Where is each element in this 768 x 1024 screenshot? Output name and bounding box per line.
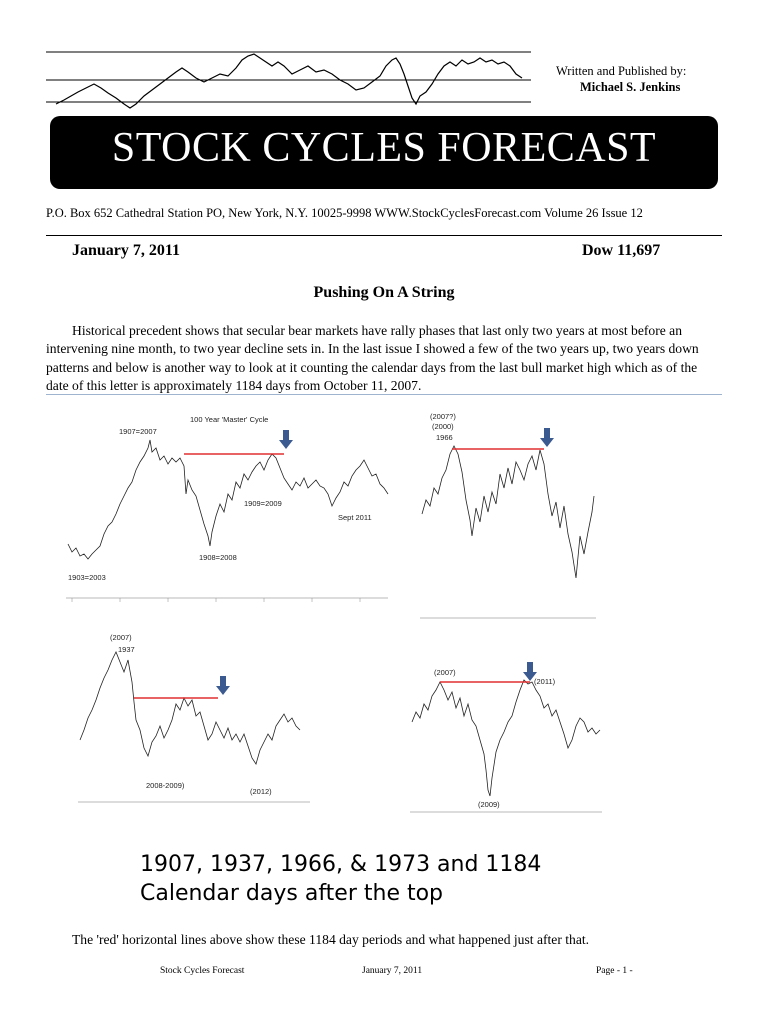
chart3-down-arrow-icon [216,676,230,695]
chart2-label-1966: 1966 [436,433,453,442]
caption-line-1: 1907, 1937, 1966, & 1973 and 1184 [140,852,542,877]
chart3-label-2008-2009: 2008-2009) [146,781,185,790]
header-divider [46,235,722,236]
chart1-label-1907: 1907=2007 [119,427,157,436]
chart3-label-2012: (2012) [250,787,272,796]
chart4-label-2009: (2009) [478,800,500,809]
chart2-label-2000: (2000) [432,422,454,431]
chart4-price-line [411,679,601,797]
article-title: Pushing On A String [313,284,455,301]
chart1-down-arrow-icon [279,430,293,449]
chart4-down-arrow-icon [523,662,537,681]
footnote: The 'red' horizontal lines above show th… [72,932,590,947]
footer-center: January 7, 2011 [362,966,423,976]
chart-1937: (2007) 1937 2008-2009) (2012) [78,633,310,803]
dow-value: Dow 11,697 [582,242,661,259]
chart1-label-sept-2011: Sept 2011 [338,513,372,522]
chart1-label-1909: 1909=2009 [244,499,282,508]
chart2-down-arrow-icon [540,428,554,447]
chart2-label-2007: (2007?) [430,412,456,421]
section-divider [46,394,722,395]
chart1-title: 100 Year 'Master' Cycle [190,415,268,424]
issue-date: January 7, 2011 [72,242,181,259]
chart3-price-line [79,651,301,765]
master-cycle-chart: 100 Year 'Master' Cycle 1907=2007 1903=2… [66,415,389,602]
article-intro-paragraph: Historical precedent shows that secular … [46,323,699,393]
footer-left: Stock Cycles Forecast [160,966,245,976]
published-by-label: Written and Published by: [556,64,687,78]
title-banner [50,116,718,189]
footer-page-number: Page - 1 - [596,966,633,976]
chart4-label-2011: (2011) [534,677,556,686]
newsletter-title: STOCK CYCLES FORECAST [111,125,657,171]
chart1-axis-ticks [71,598,361,602]
chart3-label-1937: 1937 [118,645,135,654]
chart1-label-1908: 1908=2008 [199,553,237,562]
chart-2007-2011: (2007) (2011) (2009) [410,662,602,813]
publisher-address: P.O. Box 652 Cathedral Station PO, New Y… [46,206,643,220]
chart-1966: (2007?) (2000) 1966 [420,412,596,619]
caption-line-2: Calendar days after the top [140,881,444,906]
chart1-label-1903: 1903=2003 [68,573,106,582]
chart4-label-2007: (2007) [434,668,456,677]
author-name: Michael S. Jenkins [580,80,681,94]
chart2-price-line [421,445,595,579]
masthead-cycle-logo [46,51,531,109]
chart1-price-line [67,439,389,560]
chart3-label-2007: (2007) [110,633,132,642]
